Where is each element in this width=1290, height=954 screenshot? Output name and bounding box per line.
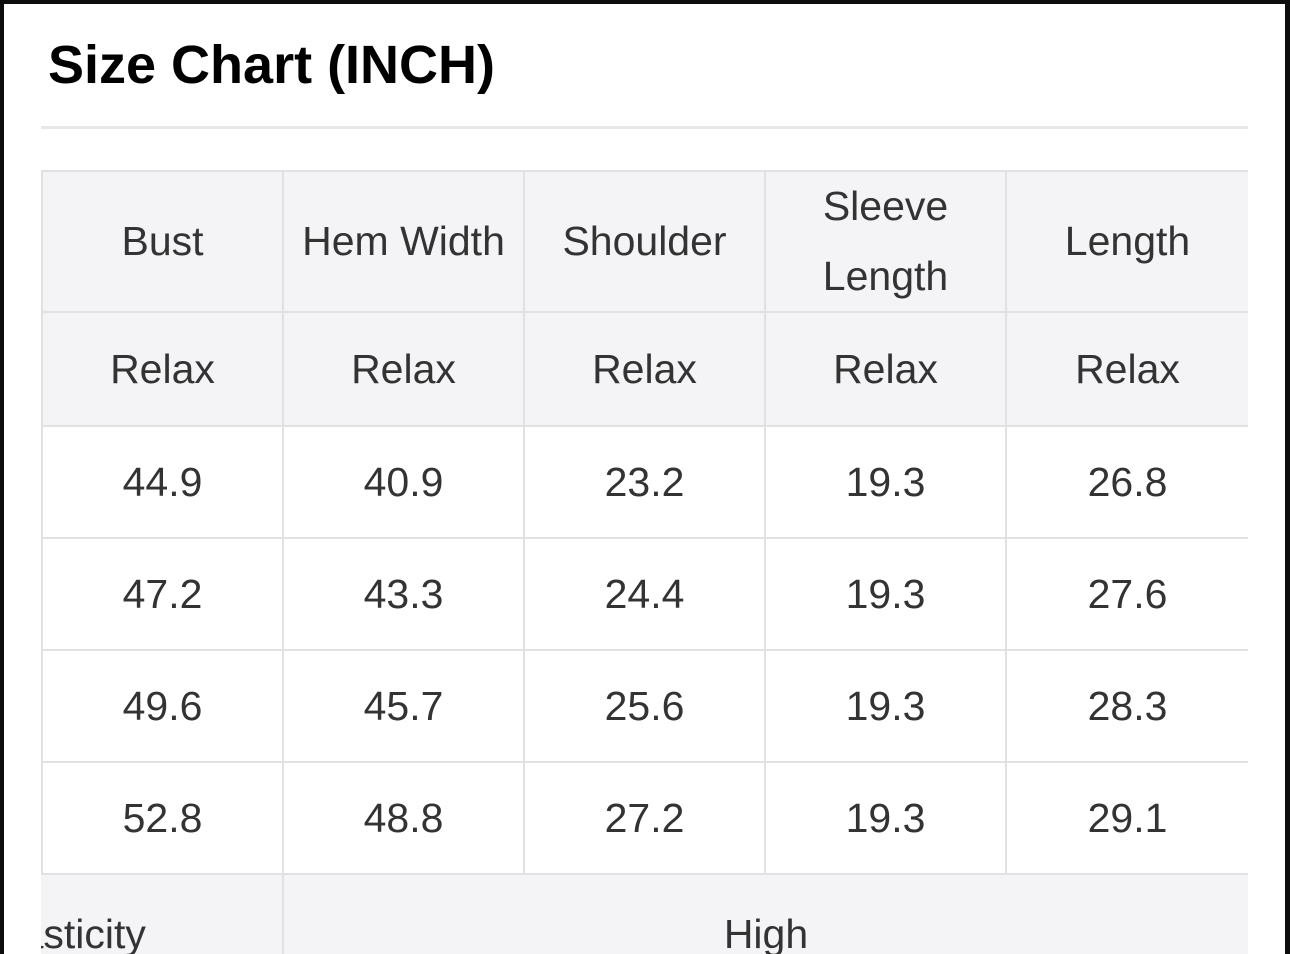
value-cell: 19.3 (764, 537, 1007, 652)
value-cell: 49.6 (41, 649, 284, 764)
value-cell: 27.2 (523, 761, 766, 876)
value-cell: 29.1 (1005, 761, 1248, 876)
value-cell: 23.2 (523, 425, 766, 540)
title-divider (41, 126, 1248, 129)
elasticity-label-cell: Elasticity (41, 873, 284, 954)
value-cell: 27.6 (1005, 537, 1248, 652)
col-header-hem-width: Hem Width (282, 170, 525, 314)
value-cell: 43.3 (282, 537, 525, 652)
size-chart-table: Bust Hem Width Shoulder Sleeve Length Le… (41, 170, 1248, 954)
value-cell: 28.3 (1005, 649, 1248, 764)
page-title: Size Chart (INCH) (48, 35, 496, 95)
value-cell: 45.7 (282, 649, 525, 764)
fit-cell: Relax (523, 311, 766, 428)
table-header-row: Bust Hem Width Shoulder Sleeve Length Le… (41, 170, 1248, 314)
fit-cell: Relax (41, 311, 284, 428)
value-cell: 19.3 (764, 649, 1007, 764)
elasticity-row: Elasticity High (41, 873, 1248, 954)
fit-cell: Relax (282, 311, 525, 428)
col-header-shoulder: Shoulder (523, 170, 766, 314)
value-cell: 26.8 (1005, 425, 1248, 540)
value-cell: 24.4 (523, 537, 766, 652)
size-table-scroll-area[interactable]: Bust Hem Width Shoulder Sleeve Length Le… (41, 170, 1248, 954)
col-header-bust: Bust (41, 170, 284, 314)
fit-row: Relax Relax Relax Relax Relax (41, 311, 1248, 428)
elasticity-value-cell: High (282, 873, 1248, 954)
value-cell: 19.3 (764, 425, 1007, 540)
value-cell: 48.8 (282, 761, 525, 876)
fit-cell: Relax (1005, 311, 1248, 428)
value-cell: 19.3 (764, 761, 1007, 876)
table-row: 47.2 43.3 24.4 19.3 27.6 (41, 537, 1248, 652)
value-cell: 44.9 (41, 425, 284, 540)
col-header-sleeve-length: Sleeve Length (764, 170, 1007, 314)
value-cell: 52.8 (41, 761, 284, 876)
table-row: 44.9 40.9 23.2 19.3 26.8 (41, 425, 1248, 540)
value-cell: 47.2 (41, 537, 284, 652)
col-header-length: Length (1005, 170, 1248, 314)
fit-cell: Relax (764, 311, 1007, 428)
table-row: 52.8 48.8 27.2 19.3 29.1 (41, 761, 1248, 876)
table-row: 49.6 45.7 25.6 19.3 28.3 (41, 649, 1248, 764)
value-cell: 25.6 (523, 649, 766, 764)
value-cell: 40.9 (282, 425, 525, 540)
